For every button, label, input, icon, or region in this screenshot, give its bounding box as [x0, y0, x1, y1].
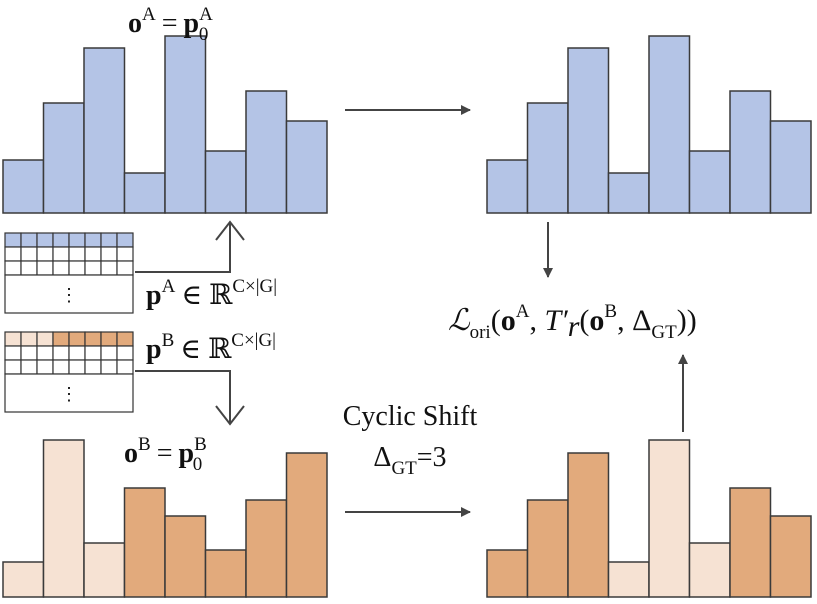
histogram-bar — [285, 452, 328, 598]
grid-cell — [4, 232, 22, 248]
grid-cell — [100, 232, 118, 248]
grid-cell — [68, 260, 86, 276]
histogram-bar — [729, 90, 772, 214]
histogram-bar — [2, 561, 45, 598]
grid-cell — [36, 260, 54, 276]
histogram-bar — [526, 499, 569, 598]
histograms — [2, 35, 812, 598]
arrow-head — [215, 405, 245, 426]
histogram-bar — [83, 47, 126, 214]
histogram-bar — [769, 120, 812, 214]
arrow-head — [215, 220, 245, 241]
loss: ℒori(oA, T′r(oB, ΔGT)) — [448, 301, 697, 343]
grid-cell — [116, 260, 134, 276]
grid-cell — [100, 260, 118, 276]
histogram-bar — [285, 120, 328, 214]
grid-cell — [84, 359, 102, 375]
grid-cell — [36, 232, 54, 248]
grid-cell — [36, 359, 54, 375]
histogram-bar — [42, 102, 85, 214]
histogram-bar — [245, 90, 288, 214]
grid-cell — [116, 345, 134, 361]
grid-rest — [4, 274, 134, 314]
histogram-bar — [164, 515, 207, 598]
histogram-bar — [607, 561, 650, 598]
grid-cell — [36, 246, 54, 262]
grid-cell — [100, 246, 118, 262]
histogram-bar — [648, 439, 691, 598]
histogram-bar — [688, 150, 731, 214]
grid-cell — [52, 359, 70, 375]
grid-cell — [100, 359, 118, 375]
histogram-bar — [526, 102, 569, 214]
histogram-bar — [486, 549, 529, 598]
label-oB: oB = pB 0 — [124, 434, 207, 475]
grid-cell — [52, 331, 70, 347]
histogram-bar — [42, 439, 85, 598]
grid-cell — [84, 260, 102, 276]
arrow — [135, 370, 231, 424]
grid-cell — [52, 246, 70, 262]
grid-cell — [20, 232, 38, 248]
grid-cell — [68, 232, 86, 248]
arrows — [135, 105, 688, 517]
grid-cell — [84, 232, 102, 248]
grid-cell — [4, 359, 22, 375]
grid-cell — [100, 345, 118, 361]
grid-cell — [52, 345, 70, 361]
grid-cell — [20, 246, 38, 262]
histogram-bar — [123, 487, 166, 598]
label-oA: oA = pA 0 — [128, 4, 213, 45]
grid-cell — [20, 345, 38, 361]
grid-cell — [116, 359, 134, 375]
grid-cell — [116, 232, 134, 248]
grid-cell — [84, 345, 102, 361]
grid-cell — [68, 246, 86, 262]
histogram-bar — [123, 172, 166, 214]
grid-cell — [84, 246, 102, 262]
histogram-bar — [486, 159, 529, 214]
grid-ellipsis: ⋮ — [60, 384, 78, 404]
grid-cell — [4, 260, 22, 276]
grid-cell — [4, 246, 22, 262]
histogram-bar — [567, 47, 610, 214]
grid-cell — [68, 359, 86, 375]
histogram-bar — [204, 150, 247, 214]
grid-cell — [52, 232, 70, 248]
grid-rest — [4, 373, 134, 413]
arrow — [135, 222, 231, 273]
grid-cell — [68, 345, 86, 361]
histogram-bar — [2, 159, 45, 214]
grid-cell — [116, 246, 134, 262]
histogram-bar — [204, 549, 247, 598]
grid-cell — [4, 345, 22, 361]
grid-cell — [36, 345, 54, 361]
grid-ellipsis: ⋮ — [60, 285, 78, 305]
histogram-bar — [729, 487, 772, 598]
histogram-bar — [83, 542, 126, 598]
histogram-bar — [769, 515, 812, 598]
histogram-bar — [607, 172, 650, 214]
grid-cell — [20, 359, 38, 375]
grid-cell — [100, 331, 118, 347]
grid-cell — [68, 331, 86, 347]
histogram-bar — [567, 452, 610, 598]
shift-delta: ΔGT=3 — [373, 442, 446, 479]
grid-cell — [116, 331, 134, 347]
label-pA: pA ∈ ℝC×|G| — [146, 276, 277, 311]
shift-title: Cyclic Shift — [343, 401, 478, 432]
grids: ⋮⋮ — [4, 232, 134, 413]
histogram-bar — [245, 499, 288, 598]
grid-cell — [84, 331, 102, 347]
label-pB: pB ∈ ℝC×|G| — [146, 330, 276, 365]
histogram-bar — [688, 542, 731, 598]
grid-cell — [20, 260, 38, 276]
histogram-bar — [648, 35, 691, 214]
histogram-bar — [164, 35, 207, 214]
grid-cell — [20, 331, 38, 347]
grid-cell — [52, 260, 70, 276]
grid-cell — [36, 331, 54, 347]
grid-cell — [4, 331, 22, 347]
